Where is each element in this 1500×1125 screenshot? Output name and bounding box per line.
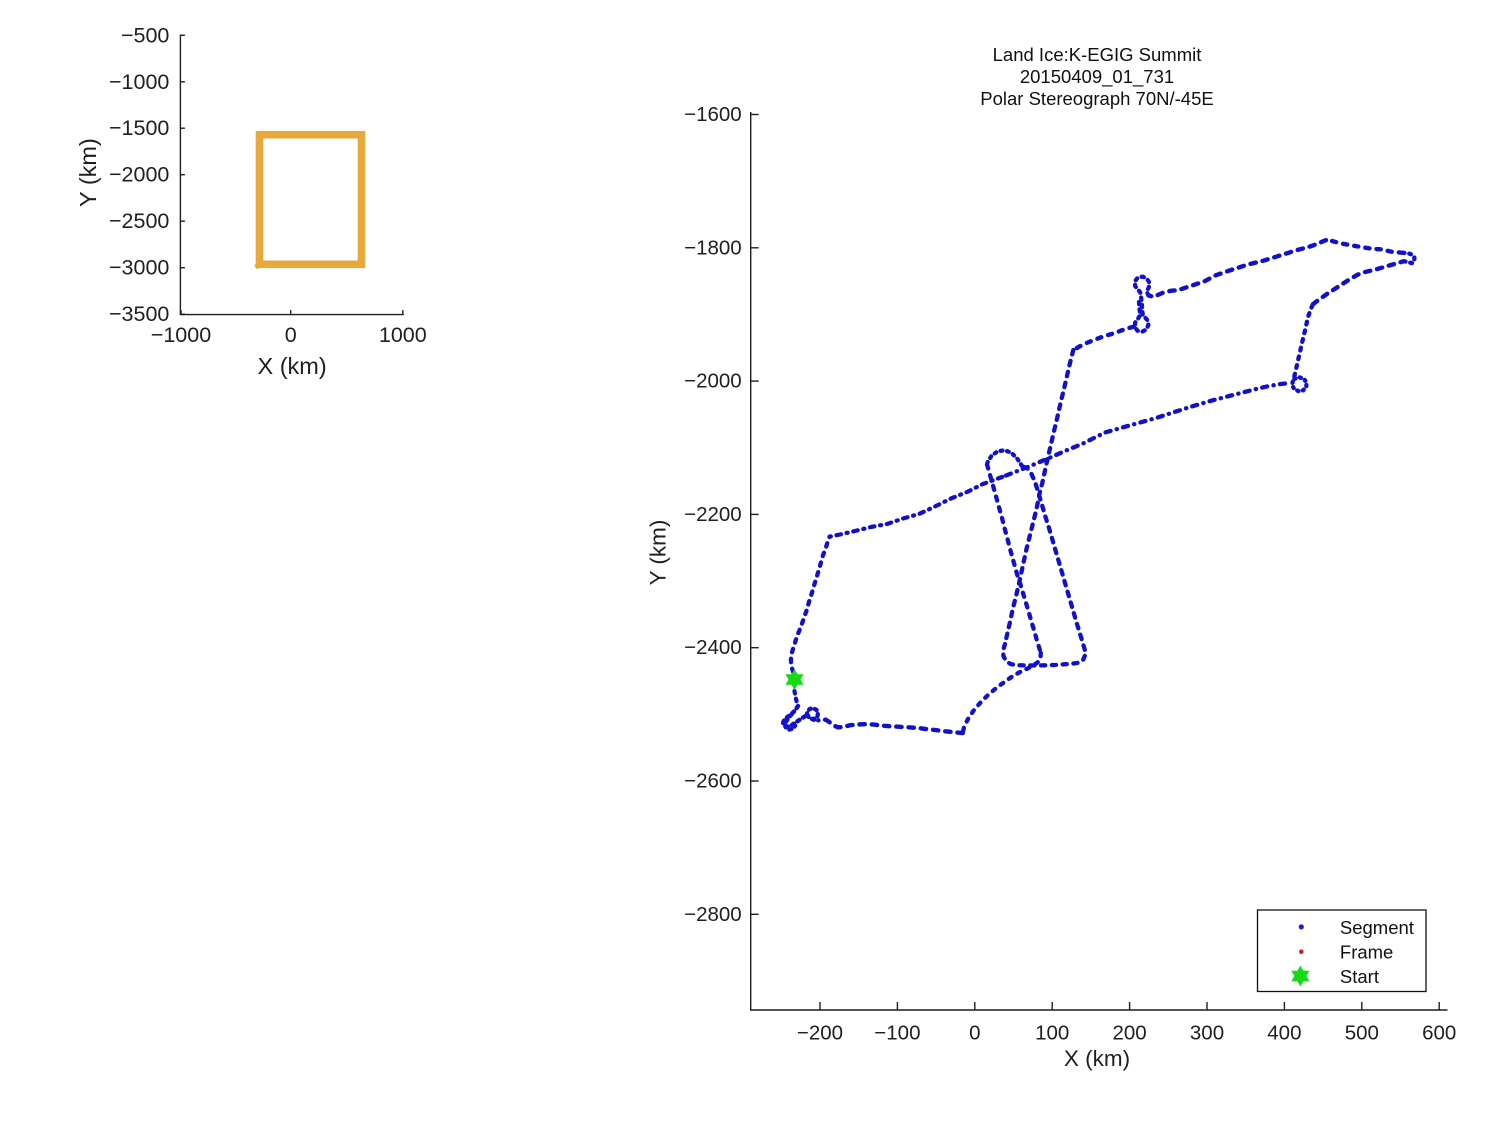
svg-text:Y (km): Y (km) [75, 138, 101, 207]
svg-text:600: 600 [1422, 1022, 1456, 1045]
svg-text:−2400: −2400 [684, 636, 742, 659]
svg-text:−2000: −2000 [109, 163, 169, 187]
svg-text:−2800: −2800 [684, 903, 742, 926]
svg-text:Start: Start [1340, 966, 1379, 987]
svg-text:Polar Stereograph 70N/-45E: Polar Stereograph 70N/-45E [980, 88, 1213, 109]
svg-text:0: 0 [969, 1022, 980, 1045]
svg-text:300: 300 [1190, 1022, 1224, 1045]
svg-text:X (km): X (km) [1064, 1046, 1130, 1071]
svg-text:1000: 1000 [379, 323, 427, 347]
svg-text:−1500: −1500 [109, 116, 169, 140]
svg-text:Segment: Segment [1340, 917, 1414, 938]
svg-text:−1000: −1000 [109, 70, 169, 94]
svg-text:Frame: Frame [1340, 942, 1393, 963]
svg-text:400: 400 [1267, 1022, 1301, 1045]
svg-text:Land Ice:K-EGIG Summit: Land Ice:K-EGIG Summit [993, 44, 1202, 65]
svg-text:Y (km): Y (km) [646, 520, 671, 586]
svg-text:−2000: −2000 [684, 370, 742, 393]
svg-text:−2600: −2600 [684, 770, 742, 793]
svg-text:0: 0 [285, 323, 297, 347]
svg-text:20150409_01_731: 20150409_01_731 [1020, 66, 1174, 88]
svg-text:500: 500 [1345, 1022, 1379, 1045]
svg-text:200: 200 [1112, 1022, 1146, 1045]
svg-text:−100: −100 [874, 1022, 920, 1045]
svg-text:−1600: −1600 [684, 103, 742, 126]
svg-text:−1800: −1800 [684, 236, 742, 259]
svg-text:100: 100 [1035, 1022, 1069, 1045]
svg-text:−3500: −3500 [109, 302, 169, 326]
svg-text:−1000: −1000 [151, 323, 211, 347]
svg-text:−200: −200 [797, 1022, 843, 1045]
svg-text:−3000: −3000 [109, 256, 169, 280]
svg-text:−2200: −2200 [684, 503, 742, 526]
svg-text:−2500: −2500 [109, 209, 169, 233]
svg-text:X (km): X (km) [258, 353, 327, 379]
svg-text:−500: −500 [121, 23, 169, 47]
